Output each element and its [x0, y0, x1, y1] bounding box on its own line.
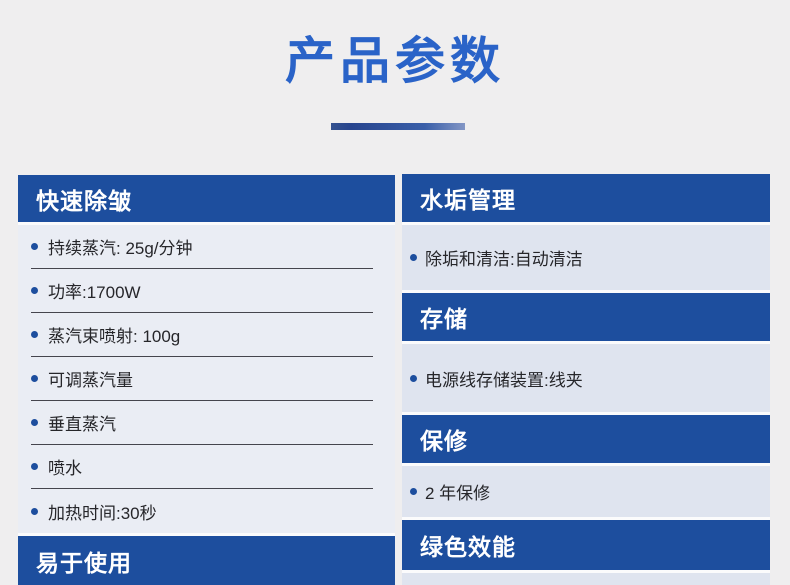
bullet-icon [410, 374, 417, 382]
spec-item: 2 年保修 [410, 479, 756, 504]
section-header-label: 快速除皱 [36, 187, 132, 214]
spec-item-label: 除垢和清洁:自动清洁 [425, 250, 583, 269]
spec-group: 2 年保修 [402, 466, 770, 517]
bullet-icon [31, 375, 38, 382]
spec-item: 持续蒸汽: 25g/分钟 [31, 225, 373, 269]
page-title: 产品参数 [285, 33, 505, 89]
spec-item: 除垢和清洁:自动清洁 [410, 245, 756, 270]
section-header: 保修 [402, 415, 770, 463]
spec-item-label: 蒸汽束喷射: 100g [48, 327, 181, 346]
spec-column-right: 水垢管理除垢和清洁:自动清洁存储电源线存储装置:线夹保修 2 年保修绿色效能 [402, 174, 770, 585]
spec-group: 电源线存储装置:线夹 [402, 344, 770, 412]
spec-group [402, 573, 770, 585]
bullet-icon [410, 254, 417, 261]
spec-item-label: 电源线存储装置:线夹 [425, 370, 583, 390]
spec-item: 喷水 [31, 445, 373, 489]
section-header: 快速除皱 [18, 175, 395, 222]
spec-item: 垂直蒸汽 [31, 401, 373, 445]
spec-group: 持续蒸汽: 25g/分钟 功率:1700W 蒸汽束喷射: 100g 可调蒸汽量垂直蒸汽… [18, 225, 395, 533]
bullet-icon [31, 287, 38, 294]
spec-item-label: 功率:1700W [48, 283, 141, 302]
bullet-icon [31, 243, 38, 250]
section-header-label: 存储 [420, 306, 468, 332]
section-header: 水垢管理 [402, 174, 770, 222]
spec-item: 加热时间:30秒 [31, 489, 373, 533]
section-header-label: 水垢管理 [420, 187, 516, 213]
spec-item-label: 垂直蒸汽 [48, 415, 116, 434]
spec-item-label: 持续蒸汽: 25g/分钟 [48, 239, 193, 258]
spec-group: 除垢和清洁:自动清洁 [402, 225, 770, 290]
spec-item: 蒸汽束喷射: 100g [31, 313, 373, 357]
section-header: 绿色效能 [402, 520, 770, 570]
bullet-icon [31, 419, 38, 426]
title-underline-bar [331, 123, 465, 130]
spec-item: 功率:1700W [31, 269, 373, 313]
bullet-icon [31, 507, 38, 515]
spec-item-label: 加热时间:30秒 [48, 503, 157, 523]
section-header-label: 绿色效能 [420, 534, 516, 560]
section-header: 存储 [402, 293, 770, 341]
spec-column-left: 快速除皱持续蒸汽: 25g/分钟 功率:1700W 蒸汽束喷射: 100g 可调蒸汽量… [18, 175, 395, 585]
section-header-label: 易于使用 [36, 549, 132, 576]
bullet-icon [410, 488, 417, 495]
spec-item: 电源线存储装置:线夹 [410, 366, 756, 391]
spec-item-label: 喷水 [48, 459, 82, 478]
spec-item-label: 可调蒸汽量 [48, 371, 133, 390]
spec-item-label: 2 年保修 [425, 484, 491, 503]
section-header: 易于使用 [18, 536, 395, 585]
bullet-icon [31, 463, 38, 470]
spec-item: 可调蒸汽量 [31, 357, 373, 401]
section-header-label: 保修 [420, 428, 468, 454]
bullet-icon [31, 331, 38, 338]
